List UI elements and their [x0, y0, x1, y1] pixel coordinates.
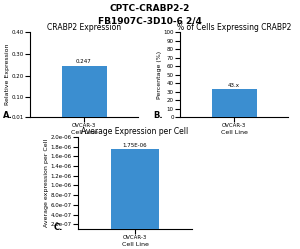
Text: 0.247: 0.247	[76, 60, 92, 64]
Bar	[111, 149, 159, 234]
Text: 1.75E-06: 1.75E-06	[123, 143, 147, 148]
Text: A.: A.	[3, 111, 13, 120]
Text: FB1907C-3D10-6 2/4: FB1907C-3D10-6 2/4	[98, 16, 202, 25]
Title: % of Cells Expressing CRABP2: % of Cells Expressing CRABP2	[177, 23, 291, 32]
Title: Average Expression per Cell: Average Expression per Cell	[81, 127, 189, 136]
Text: C.: C.	[54, 223, 63, 232]
X-axis label: Cell Line: Cell Line	[70, 130, 98, 135]
Text: CPTC-CRABP2-2: CPTC-CRABP2-2	[110, 4, 190, 13]
Title: CRABP2 Expression: CRABP2 Expression	[47, 23, 121, 32]
Y-axis label: Average expression per Cell: Average expression per Cell	[44, 139, 49, 227]
X-axis label: Cell Line: Cell Line	[122, 242, 148, 247]
Y-axis label: Percentage (%): Percentage (%)	[157, 51, 162, 99]
Bar	[212, 89, 256, 117]
Text: B.: B.	[153, 111, 163, 120]
X-axis label: Cell Line: Cell Line	[220, 130, 248, 135]
Text: 43.x: 43.x	[228, 83, 240, 88]
Bar	[61, 65, 106, 119]
Y-axis label: Relative Expression: Relative Expression	[5, 44, 10, 105]
